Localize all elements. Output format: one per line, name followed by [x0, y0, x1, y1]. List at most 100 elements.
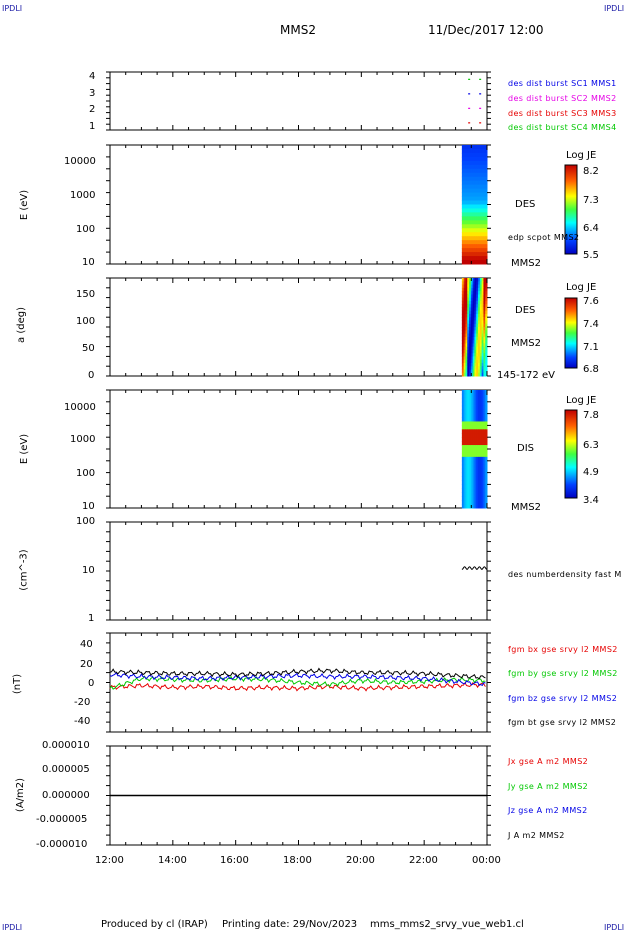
heatmap-cell — [478, 278, 481, 282]
heatmap-cell — [465, 390, 468, 395]
heatmap-cell — [465, 208, 468, 213]
heatmap-cell — [472, 278, 475, 282]
density-ylabel: (cm^-3) — [18, 549, 30, 591]
heatmap-cell — [467, 168, 470, 174]
heatmap-cell — [481, 244, 484, 249]
heatmap-cell — [463, 369, 466, 374]
heatmap-cell — [461, 248, 465, 253]
heatmap-cell — [478, 409, 481, 415]
fgm-series-0 — [109, 681, 486, 692]
heatmap-cell — [461, 445, 465, 450]
heatmap-cell — [483, 148, 486, 154]
heatmap-cell — [465, 323, 468, 328]
heatmap-cell — [465, 192, 468, 198]
heatmap-cell — [470, 413, 474, 419]
heatmap-cell — [479, 294, 483, 299]
heatmap-cell — [476, 356, 479, 361]
heatmap-cell — [470, 353, 474, 357]
heatmap-cell — [472, 333, 475, 338]
heatmap-cell — [485, 359, 488, 364]
heatmap-cell — [463, 366, 466, 370]
heatmap-cell — [479, 452, 483, 458]
heatmap-cell — [481, 297, 484, 302]
heatmap-cell — [469, 184, 472, 190]
heatmap-cell — [485, 160, 488, 166]
heatmap-cell — [483, 343, 486, 348]
heatmap-cell — [476, 156, 479, 162]
heatmap-cell — [463, 304, 466, 308]
heatmap-cell — [472, 294, 475, 299]
heatmap-cell — [470, 208, 474, 213]
heatmap-cell — [481, 307, 484, 312]
heatmap-cell — [478, 212, 481, 217]
heatmap-cell — [465, 353, 468, 357]
heatmap-cell — [463, 200, 466, 205]
heatmap-cell — [479, 449, 483, 454]
des-pitch-spacecraft: MMS2 — [511, 338, 541, 349]
heatmap-cell — [467, 304, 470, 308]
heatmap-cell — [476, 320, 479, 325]
heatmap-cell — [476, 145, 479, 150]
heatmap-cell — [461, 172, 465, 178]
heatmap-cell — [465, 297, 468, 302]
heatmap-cell — [470, 484, 474, 489]
heatmap-cell — [463, 488, 466, 493]
heatmap-cell — [470, 488, 474, 493]
heatmap-cell — [476, 441, 479, 446]
heatmap-cell — [476, 417, 479, 422]
heatmap-cell — [469, 484, 472, 489]
heatmap-cell — [483, 429, 486, 434]
heatmap-cell — [476, 297, 479, 302]
heatmap-cell — [469, 349, 472, 354]
burst-ytick-4: 4 — [89, 71, 96, 82]
heatmap-cell — [483, 256, 486, 261]
des-energy-cb-tick-1: 8.2 — [583, 166, 599, 177]
heatmap-cell — [472, 468, 475, 474]
heatmap-cell — [469, 456, 472, 462]
heatmap-cell — [481, 327, 484, 331]
heatmap-cell — [481, 323, 484, 328]
heatmap-cell — [476, 278, 479, 282]
heatmap-cell — [481, 252, 484, 257]
heatmap-cell — [485, 320, 488, 325]
heatmap-cell — [461, 464, 465, 470]
heatmap-cell — [479, 441, 483, 446]
des-pitch-ylabel: a (deg) — [15, 307, 27, 343]
heatmap-cell — [470, 349, 474, 354]
heatmap-cell — [461, 156, 465, 162]
heatmap-cell — [472, 228, 475, 233]
heatmap-cell — [483, 278, 486, 282]
density-ytick-10: 10 — [82, 565, 95, 576]
heatmap-cell — [481, 333, 484, 338]
heatmap-cell — [479, 160, 483, 166]
heatmap-cell — [465, 429, 468, 434]
heatmap-cell — [470, 343, 474, 348]
heatmap-cell — [479, 405, 483, 411]
heatmap-cell — [481, 281, 484, 286]
heatmap-cell — [483, 417, 486, 422]
des-energy-ytick-10000: 10000 — [64, 156, 96, 167]
heatmap-cell — [469, 472, 472, 478]
heatmap-cell — [469, 313, 472, 318]
heatmap-cell — [479, 425, 483, 430]
fgm-ylabel: (nT) — [12, 673, 24, 695]
heatmap-cell — [485, 472, 488, 478]
heatmap-cell — [476, 192, 479, 198]
heatmap-cell — [478, 304, 481, 308]
heatmap-cell — [461, 291, 465, 295]
heatmap-cell — [483, 156, 486, 162]
heatmap-cell — [465, 248, 468, 253]
heatmap-cell — [474, 244, 477, 249]
heatmap-cell — [470, 297, 474, 302]
density-legend: des numberdensity fast M — [508, 570, 622, 579]
heatmap-cell — [476, 468, 479, 474]
heatmap-cell — [478, 228, 481, 233]
heatmap-cell — [481, 349, 484, 354]
heatmap-cell — [476, 330, 479, 335]
heatmap-cell — [469, 281, 472, 286]
heatmap-cell — [485, 307, 488, 312]
heatmap-cell — [485, 333, 488, 338]
heatmap-cell — [469, 445, 472, 450]
heatmap-cell — [476, 336, 479, 341]
heatmap-cell — [472, 359, 475, 364]
